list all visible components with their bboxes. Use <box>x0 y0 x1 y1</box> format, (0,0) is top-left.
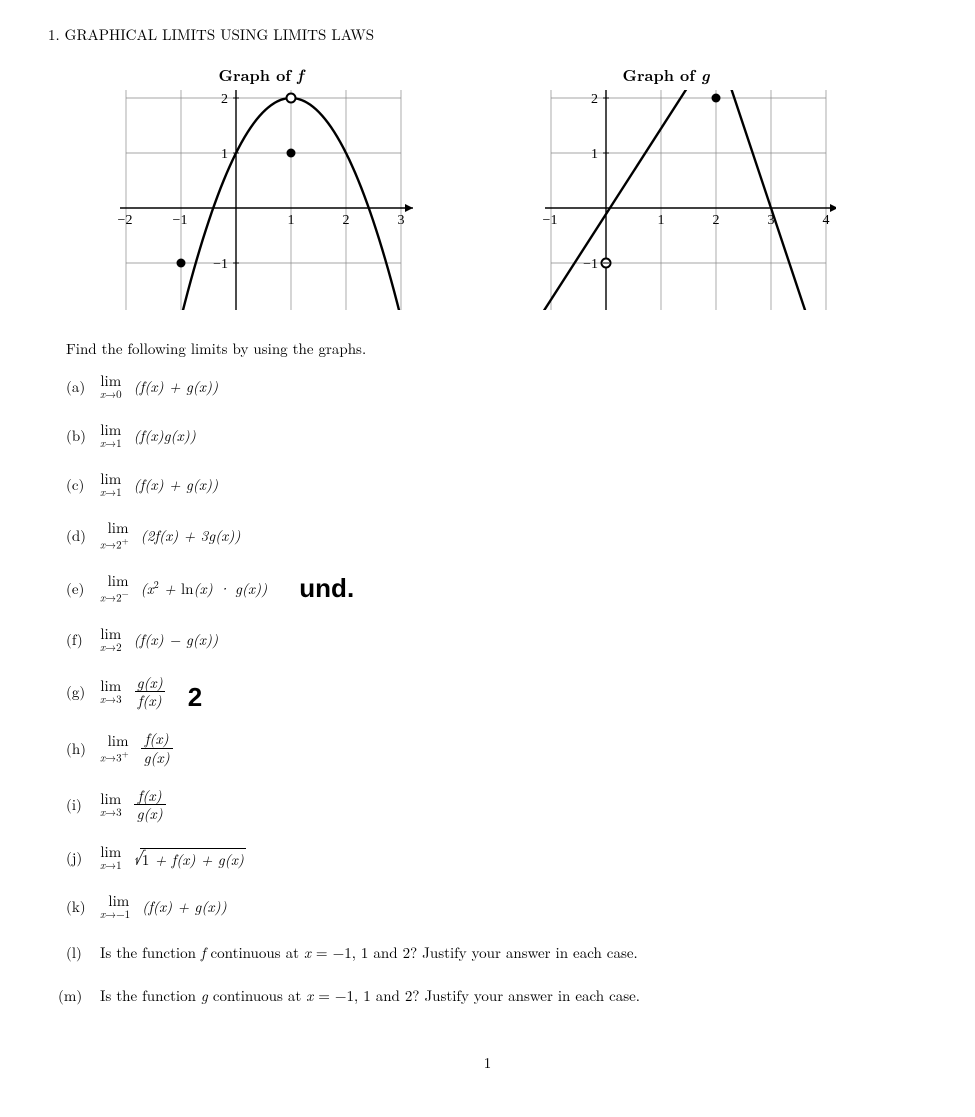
svg-text:4: 4 <box>823 213 830 228</box>
limit-icon: limx→2 <box>100 626 122 653</box>
question-l: (l) Is the function f continuous at x = … <box>66 942 927 963</box>
q-expr: (f(x) + g(x)) <box>134 376 219 397</box>
svg-text:−2: −2 <box>118 213 133 228</box>
svg-text:3: 3 <box>768 213 775 228</box>
q-text: Is the function g continuous at x = −1, … <box>100 985 640 1006</box>
q-label: (d) <box>66 525 92 546</box>
q-expr: (2f(x) + 3g(x)) <box>141 525 241 546</box>
graph-g-title: Graph of g <box>496 63 836 86</box>
q-label: (m) <box>58 985 92 1006</box>
q-expr: f(x)g(x) <box>141 731 173 766</box>
q-expr: (f(x) − g(x)) <box>134 629 219 650</box>
limit-icon: limx→3 <box>100 678 122 705</box>
q-label: (b) <box>66 425 92 446</box>
section-heading: 1. GRAPHICAL LIMITS USING LIMITS LAWS <box>48 24 927 45</box>
question-i: (i) limx→3 f(x)g(x) <box>66 788 927 823</box>
question-list: (a) lim x→0 (f(x) + g(x)) (b) limx→1 (f(… <box>66 373 927 1006</box>
svg-text:−1: −1 <box>543 213 558 228</box>
q-text: Is the function f continuous at x = −1, … <box>100 942 638 963</box>
q-expr: f(x)g(x) <box>134 788 166 823</box>
q-label: (e) <box>66 578 92 599</box>
page-number: 1 <box>48 1052 927 1073</box>
q-expr: (f(x) + g(x)) <box>134 474 219 495</box>
svg-text:−1: −1 <box>173 213 188 228</box>
svg-text:1: 1 <box>221 147 228 162</box>
limit-icon: limx→2+ <box>100 520 129 551</box>
q-label: (i) <box>66 794 92 815</box>
question-j: (j) limx→1 √1 + f(x) + g(x) <box>66 844 927 871</box>
instruction: Find the following limits by using the g… <box>66 338 927 359</box>
graph-f-title: Graph of f <box>96 63 426 86</box>
limit-icon: limx→2− <box>100 573 129 604</box>
limit-icon: lim x→0 <box>100 373 122 400</box>
q-label: (a) <box>66 376 92 397</box>
q-label: (l) <box>66 942 92 963</box>
svg-text:−1: −1 <box>583 257 598 272</box>
graphs-row: Graph of f −2−1123123−1−2−3 Graph of g −… <box>96 63 927 310</box>
limit-icon: limx→3+ <box>100 733 129 764</box>
question-f: (f) limx→2 (f(x) − g(x)) <box>66 626 927 653</box>
svg-text:2: 2 <box>343 213 350 228</box>
svg-text:1: 1 <box>591 147 598 162</box>
limit-icon: limx→1 <box>100 471 122 498</box>
question-a: (a) lim x→0 (f(x) + g(x)) <box>66 373 927 400</box>
limit-icon: limx→−1 <box>100 893 130 920</box>
q-label: (c) <box>66 474 92 495</box>
question-h: (h) limx→3+ f(x)g(x) <box>66 731 927 766</box>
q-label: (f) <box>66 629 92 650</box>
limit-icon: limx→1 <box>100 422 122 449</box>
question-m: (m) Is the function g continuous at x = … <box>58 985 927 1006</box>
graph-g-panel: Graph of g −11234123−1−2−3 <box>496 63 836 310</box>
svg-text:−1: −1 <box>213 257 228 272</box>
q-expr: g(x)f(x) <box>134 675 166 710</box>
svg-text:1: 1 <box>288 213 295 228</box>
svg-text:3: 3 <box>398 213 405 228</box>
section-title-text: GRAPHICAL LIMITS USING LIMITS LAWS <box>65 24 374 45</box>
q-expr: (x2 + ln(x) · g(x)) <box>141 577 268 599</box>
graph-g-svg: −11234123−1−2−3 <box>496 90 836 310</box>
q-expr: (f(x)g(x)) <box>134 425 196 446</box>
question-b: (b) limx→1 (f(x)g(x)) <box>66 422 927 449</box>
q-expr: (f(x) + g(x)) <box>142 896 227 917</box>
question-g: (g) limx→3 g(x)f(x) 2 <box>66 675 927 710</box>
q-label: (j) <box>66 847 92 868</box>
section-number: 1. <box>48 24 60 45</box>
graph-f-svg: −2−1123123−1−2−3 <box>96 90 426 310</box>
question-c: (c) limx→1 (f(x) + g(x)) <box>66 471 927 498</box>
q-label: (h) <box>66 738 92 759</box>
question-e: (e) limx→2− (x2 + ln(x) · g(x)) und. <box>66 573 927 604</box>
q-label: (k) <box>66 896 92 917</box>
svg-text:2: 2 <box>713 213 720 228</box>
svg-text:2: 2 <box>591 92 598 107</box>
graph-f-panel: Graph of f −2−1123123−1−2−3 <box>96 63 426 310</box>
limit-icon: limx→1 <box>100 844 122 871</box>
annotation-und: und. <box>299 573 354 604</box>
q-expr: √1 + f(x) + g(x) <box>134 845 246 870</box>
limit-icon: limx→3 <box>100 791 122 818</box>
question-k: (k) limx→−1 (f(x) + g(x)) <box>66 893 927 920</box>
q-label: (g) <box>66 681 92 702</box>
question-d: (d) limx→2+ (2f(x) + 3g(x)) <box>66 520 927 551</box>
svg-text:1: 1 <box>658 213 665 228</box>
svg-text:2: 2 <box>221 92 228 107</box>
annotation-2: 2 <box>188 682 202 713</box>
